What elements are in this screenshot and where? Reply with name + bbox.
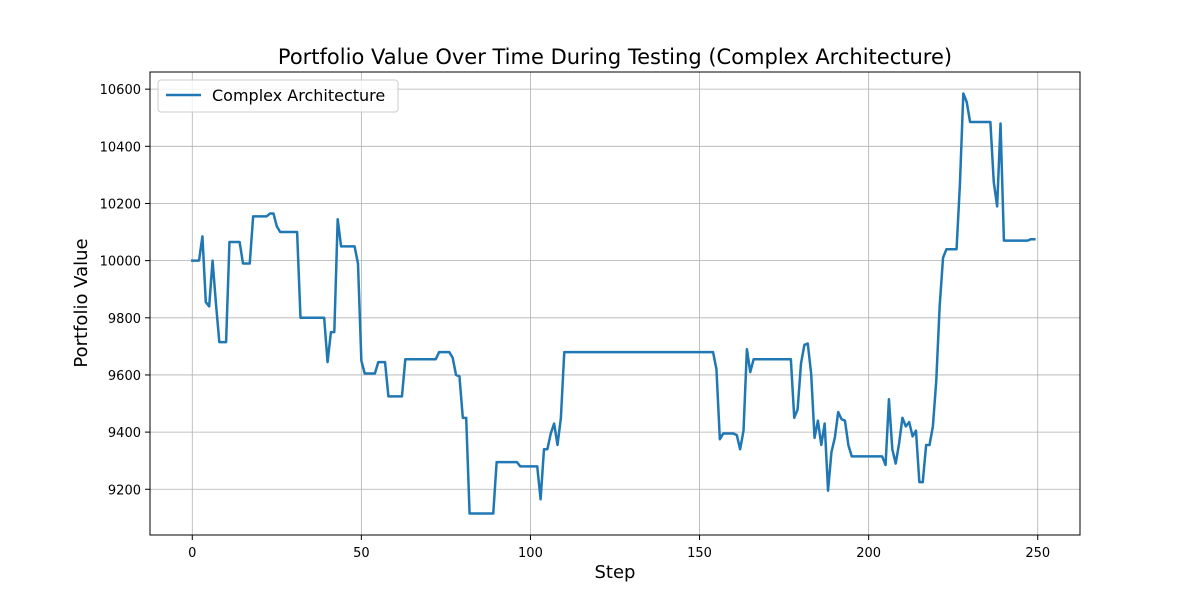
x-tick-label: 200 — [856, 546, 881, 561]
y-tick-label: 10200 — [100, 197, 141, 212]
y-tick-label: 9600 — [108, 369, 141, 384]
x-tick-label: 250 — [1025, 546, 1050, 561]
series-layer — [191, 92, 1036, 515]
y-tick-label: 10600 — [100, 83, 141, 98]
x-tick-label: 150 — [687, 546, 712, 561]
y-tick-label: 10400 — [100, 140, 141, 155]
grid-lines — [150, 72, 1080, 535]
y-axis-label: Portfolio Value — [71, 238, 92, 367]
y-tick-label: 9200 — [108, 483, 141, 498]
legend-label: Complex Architecture — [212, 86, 385, 105]
x-axis-label: Step — [595, 562, 636, 583]
y-tick-label: 9400 — [108, 426, 141, 441]
series-line — [191, 92, 1036, 515]
legend-box — [157, 79, 399, 113]
chart-title: Portfolio Value Over Time During Testing… — [278, 45, 952, 69]
x-tick-label: 0 — [188, 546, 196, 561]
x-tick-label: 50 — [353, 546, 370, 561]
x-tick-label: 100 — [518, 546, 543, 561]
x-axis-ticks: 0 50 100 150 200 250 — [188, 535, 1050, 561]
plot-area-frame — [149, 71, 1081, 536]
y-tick-label: 10000 — [100, 255, 141, 270]
y-axis-ticks: 9200 9400 9600 9800 10000 10200 10400 10600 — [100, 83, 150, 498]
y-tick-label: 9800 — [108, 312, 141, 327]
legend: Complex Architecture — [157, 79, 399, 113]
